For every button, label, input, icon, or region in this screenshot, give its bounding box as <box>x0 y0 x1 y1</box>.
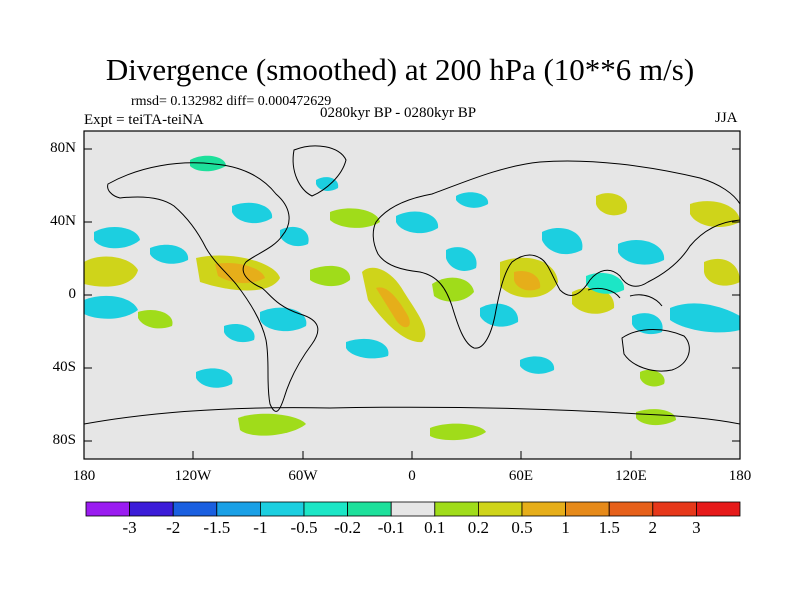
experiment-label: Expt = teiTA-teiNA <box>84 112 204 128</box>
season-label: JJA <box>715 110 738 126</box>
colorbar-label: 1 <box>561 518 570 537</box>
colorbar-swatch <box>390 501 436 517</box>
colorbar-swatch <box>347 501 392 517</box>
colorbar-swatch <box>129 501 174 517</box>
colorbar-label: 0.1 <box>424 518 446 537</box>
colorbar-swatch <box>608 501 654 517</box>
stats-line: rmsd= 0.132982 diff= 0.000472629 <box>131 94 332 109</box>
lon-label-180w: 180 <box>72 468 96 484</box>
colorbar-label: -3 <box>122 518 137 537</box>
colorbar-swatch <box>85 501 130 517</box>
colorbar-label: 1.5 <box>598 518 620 537</box>
lat-label-80n: 80N <box>50 140 76 156</box>
lon-label-60w: 60W <box>288 468 318 484</box>
colorbar-label: -0.5 <box>290 518 318 537</box>
colorbar-label: -0.1 <box>377 518 405 537</box>
colorbar-swatch <box>565 501 610 517</box>
lon-label-180e: 180 <box>728 468 752 484</box>
lon-label-60e: 60E <box>508 468 534 484</box>
colorbar-swatch <box>216 501 261 517</box>
colorbar-swatch <box>172 501 218 517</box>
colorbar-swatch <box>477 501 523 517</box>
colorbar-label: -1.5 <box>203 518 231 537</box>
colorbar-label: 0.2 <box>467 518 490 537</box>
colorbar-label: -1 <box>253 518 268 537</box>
colorbar-label: -2 <box>166 518 181 537</box>
colorbar-label: 2 <box>648 518 658 537</box>
lat-label-40s: 40S <box>52 359 76 375</box>
lon-label-120w: 120W <box>174 468 212 484</box>
colorbar-label: 3 <box>692 518 701 537</box>
lat-label-0: 0 <box>68 286 77 302</box>
colorbar-swatch <box>259 501 305 517</box>
colorbar-swatch <box>696 501 741 517</box>
colorbar-label: -0.2 <box>334 518 362 537</box>
map-title: Divergence (smoothed) at 200 hPa (10**6 … <box>105 52 695 87</box>
lat-label-80s: 80S <box>52 432 76 448</box>
coastlines <box>84 145 740 425</box>
colorbar-swatch <box>652 501 697 517</box>
map-background <box>84 131 740 459</box>
colorbar-label: 0.5 <box>511 518 533 537</box>
colorbar-swatch <box>434 501 479 517</box>
divergence-field <box>84 155 740 441</box>
lon-label-0: 0 <box>408 468 416 484</box>
colorbar <box>85 501 741 517</box>
axis-ticks <box>83 148 741 459</box>
lon-label-120e: 120E <box>615 468 647 484</box>
lat-label-40n: 40N <box>50 213 76 229</box>
colorbar-swatch <box>521 501 566 517</box>
colorbar-swatch <box>303 501 348 517</box>
period-label: 0280kyr BP - 0280kyr BP <box>320 105 477 121</box>
